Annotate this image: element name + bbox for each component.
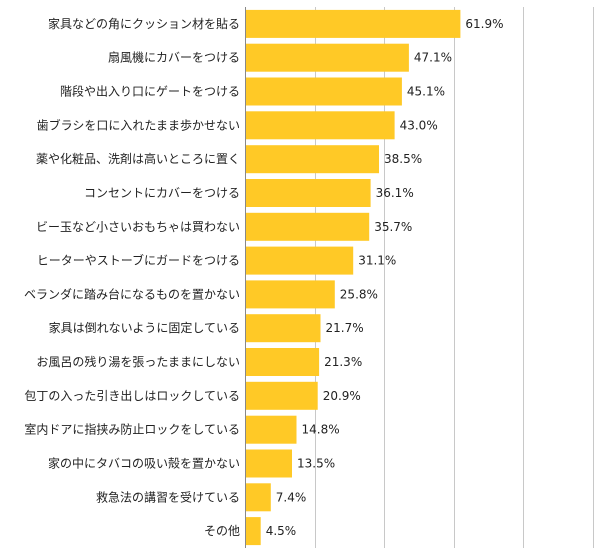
category-label-4: 歯ブラシを口に入れたまま歩かせない [37, 117, 240, 132]
value-label-12: 20.9% [323, 389, 361, 403]
bar-4 [245, 111, 395, 140]
bar-8 [245, 246, 354, 275]
bar-3 [245, 77, 402, 106]
category-label-8: ヒーターやストーブにガードをつける [37, 253, 240, 268]
category-label-12: 包丁の入った引き出しはロックしている [24, 389, 240, 403]
bar-16 [245, 517, 261, 546]
value-label-4: 43.0% [400, 118, 438, 132]
value-label-6: 36.1% [376, 186, 414, 200]
bar-13 [245, 415, 297, 444]
value-label-5: 38.5% [384, 152, 422, 166]
value-label-15: 7.4% [276, 490, 307, 504]
bar-5 [245, 145, 379, 174]
category-label-7: ビー玉など小さいおもちゃは買わない [36, 220, 240, 234]
value-label-13: 14.8% [302, 423, 340, 437]
value-label-11: 21.3% [324, 355, 362, 369]
bar-9 [245, 280, 335, 309]
category-label-3: 階段や出入り口にゲートをつける [60, 84, 240, 99]
category-label-15: 救急法の講習を受けている [96, 489, 240, 504]
bar-14 [245, 449, 292, 478]
category-label-14: 家の中にタバコの吸い殻を置かない [48, 456, 240, 471]
value-label-8: 31.1% [358, 254, 396, 268]
bar-2 [245, 43, 409, 72]
bar-10 [245, 314, 321, 343]
bar-7 [245, 212, 370, 241]
value-label-1: 61.9% [465, 17, 503, 31]
bar-15 [245, 483, 271, 512]
value-label-16: 4.5% [266, 524, 297, 538]
category-label-6: コンセントにカバーをつける [84, 186, 240, 200]
category-label-16: その他 [204, 524, 240, 538]
value-label-2: 47.1% [414, 51, 452, 65]
bar-12 [245, 381, 318, 410]
value-label-3: 45.1% [407, 85, 445, 99]
bar-1 [245, 9, 461, 38]
value-label-7: 35.7% [374, 220, 412, 234]
labels: 家具などの角にクッション材を貼る 61.9% 扇風機にカバーをつける 47.1% 階段や… [24, 16, 504, 538]
category-label-1: 家具などの角にクッション材を貼る [48, 16, 240, 31]
category-label-11: お風呂の残り湯を張ったままにしない [36, 355, 240, 369]
category-label-5: 薬や化粧品、洗剤は高いところに置く [36, 151, 240, 166]
category-label-10: 家具は倒れないように固定している [49, 320, 240, 335]
value-label-9: 25.8% [340, 287, 378, 301]
bar-6 [245, 179, 371, 207]
category-label-13: 室内ドアに指挟み防止ロックをしている [24, 422, 240, 437]
category-label-2: 扇風機にカバーをつける [108, 50, 240, 65]
bars [245, 9, 461, 546]
bar-11 [245, 348, 320, 376]
value-label-10: 21.7% [326, 321, 364, 335]
value-label-14: 13.5% [297, 457, 335, 471]
category-label-9: ベランダに踏み台になるものを置かない [24, 286, 240, 301]
